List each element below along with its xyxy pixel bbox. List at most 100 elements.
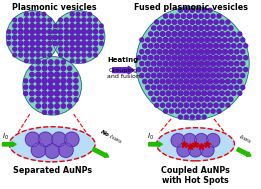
- Circle shape: [211, 14, 215, 18]
- Circle shape: [70, 29, 75, 34]
- Circle shape: [172, 32, 177, 36]
- Circle shape: [151, 50, 156, 54]
- Circle shape: [68, 104, 72, 108]
- Circle shape: [140, 74, 144, 78]
- Circle shape: [190, 91, 195, 96]
- Circle shape: [55, 60, 59, 64]
- Circle shape: [30, 98, 34, 102]
- Circle shape: [160, 43, 165, 48]
- Circle shape: [161, 20, 165, 24]
- Circle shape: [178, 20, 183, 24]
- Circle shape: [64, 29, 69, 34]
- Circle shape: [93, 29, 98, 34]
- Circle shape: [184, 55, 189, 60]
- Circle shape: [13, 29, 17, 34]
- Circle shape: [241, 50, 245, 54]
- Circle shape: [223, 26, 227, 30]
- Circle shape: [58, 143, 73, 157]
- Circle shape: [7, 41, 11, 45]
- Circle shape: [54, 24, 57, 28]
- Circle shape: [157, 97, 162, 101]
- Circle shape: [178, 8, 182, 12]
- Circle shape: [232, 91, 236, 95]
- Circle shape: [166, 103, 171, 107]
- Circle shape: [75, 29, 81, 34]
- Circle shape: [211, 37, 216, 42]
- Circle shape: [204, 61, 210, 66]
- Circle shape: [175, 49, 180, 54]
- Circle shape: [193, 37, 198, 43]
- Circle shape: [149, 79, 153, 84]
- Circle shape: [30, 47, 35, 52]
- Circle shape: [64, 47, 69, 51]
- Circle shape: [30, 23, 35, 28]
- Circle shape: [36, 72, 41, 77]
- Circle shape: [24, 35, 29, 40]
- Circle shape: [42, 84, 47, 90]
- Circle shape: [235, 61, 239, 66]
- Circle shape: [229, 97, 233, 101]
- Circle shape: [175, 61, 180, 66]
- Circle shape: [64, 132, 79, 147]
- Circle shape: [157, 73, 162, 78]
- Circle shape: [205, 73, 210, 78]
- Circle shape: [175, 26, 180, 30]
- Circle shape: [54, 41, 57, 45]
- Circle shape: [30, 72, 34, 77]
- Circle shape: [55, 97, 60, 102]
- Circle shape: [169, 61, 174, 66]
- Circle shape: [172, 103, 177, 107]
- Circle shape: [70, 35, 75, 40]
- Circle shape: [13, 18, 17, 22]
- Circle shape: [42, 12, 46, 16]
- Circle shape: [76, 23, 80, 28]
- Circle shape: [181, 14, 186, 18]
- Circle shape: [169, 73, 174, 78]
- Circle shape: [29, 85, 34, 90]
- Circle shape: [48, 78, 54, 84]
- FancyArrow shape: [149, 142, 162, 147]
- Text: $I_0$: $I_0$: [147, 131, 154, 142]
- Circle shape: [202, 32, 207, 36]
- Circle shape: [67, 78, 72, 83]
- Circle shape: [64, 53, 68, 57]
- Circle shape: [152, 26, 156, 30]
- Circle shape: [140, 50, 144, 54]
- Circle shape: [178, 115, 182, 119]
- Circle shape: [45, 144, 60, 158]
- Circle shape: [238, 56, 242, 60]
- Circle shape: [24, 29, 29, 34]
- Circle shape: [18, 41, 23, 46]
- Circle shape: [232, 67, 236, 72]
- Circle shape: [24, 18, 28, 22]
- Circle shape: [217, 85, 221, 90]
- Circle shape: [76, 47, 80, 52]
- Circle shape: [220, 32, 224, 36]
- Circle shape: [196, 103, 200, 108]
- Circle shape: [24, 91, 28, 95]
- Circle shape: [48, 47, 52, 51]
- Text: Grouping
and fusion: Grouping and fusion: [107, 68, 140, 79]
- Circle shape: [30, 18, 34, 22]
- Circle shape: [88, 12, 92, 16]
- Circle shape: [149, 67, 153, 72]
- Circle shape: [75, 41, 81, 46]
- Circle shape: [226, 20, 230, 24]
- Circle shape: [238, 44, 242, 48]
- Ellipse shape: [9, 127, 95, 162]
- Circle shape: [74, 73, 78, 77]
- Circle shape: [58, 41, 63, 46]
- Circle shape: [67, 85, 72, 90]
- Circle shape: [208, 32, 212, 36]
- Circle shape: [58, 47, 63, 51]
- Circle shape: [48, 35, 52, 40]
- Circle shape: [31, 143, 46, 157]
- Circle shape: [195, 67, 201, 72]
- Circle shape: [64, 18, 68, 22]
- Circle shape: [19, 53, 23, 57]
- Circle shape: [87, 35, 92, 40]
- Circle shape: [205, 37, 210, 42]
- Circle shape: [64, 24, 69, 28]
- Circle shape: [201, 67, 207, 72]
- Circle shape: [146, 50, 150, 54]
